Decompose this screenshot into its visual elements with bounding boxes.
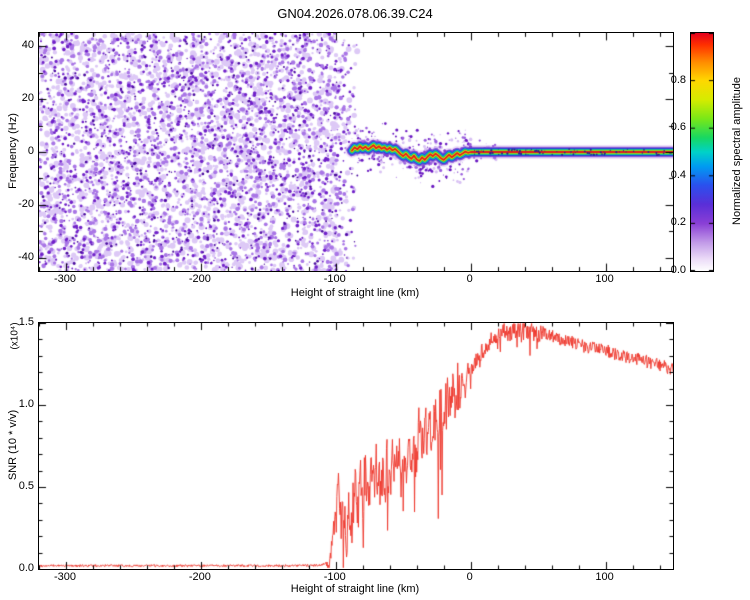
tick-label: -40 — [18, 250, 34, 263]
tick-label: -200 — [188, 273, 211, 285]
figure-title: GN04.2026.078.06.39.C24 — [277, 6, 433, 21]
colorbar — [690, 32, 714, 272]
tick-label: 0.0 — [18, 562, 34, 574]
tick-label: 0 — [27, 145, 34, 157]
snr-y-axis-label: SNR (10 * v/v) — [7, 409, 19, 481]
spectrogram-x-axis-label: Height of straight line (km) — [290, 287, 420, 299]
tick-label: 0.6 — [670, 121, 686, 134]
colorbar-canvas — [691, 33, 713, 271]
tick-label: 0.0 — [670, 264, 686, 276]
spectrogram-y-axis-label: Frequency (Hz) — [7, 113, 19, 189]
spectrogram-canvas — [39, 33, 673, 271]
snr-x-axis-label: Height of straight line (km) — [290, 583, 420, 595]
tick-label: -100 — [323, 571, 346, 583]
tick-label: 100 — [595, 571, 614, 583]
tick-label: 0.2 — [670, 216, 686, 229]
tick-label: -20 — [18, 197, 34, 210]
tick-label: 0.8 — [670, 73, 686, 86]
tick-label: -100 — [323, 273, 346, 285]
tick-label: -300 — [53, 273, 76, 285]
spectrogram-plot — [38, 32, 674, 272]
tick-label: 0 — [466, 273, 473, 285]
snr-canvas — [39, 323, 673, 569]
snr-plot — [38, 322, 674, 570]
tick-label: 0 — [466, 571, 473, 583]
tick-label: 0.4 — [670, 168, 686, 181]
tick-label: -300 — [53, 571, 76, 583]
tick-label: 1.0 — [18, 398, 34, 410]
tick-label: 20 — [21, 92, 34, 105]
tick-label: -200 — [188, 571, 211, 583]
tick-label: 100 — [595, 273, 614, 285]
tick-label: 1.5 — [18, 316, 34, 328]
tick-label: 0.5 — [18, 480, 34, 492]
tick-label: 40 — [21, 39, 34, 52]
colorbar-label: Normalized spectral amplitude — [731, 77, 743, 225]
